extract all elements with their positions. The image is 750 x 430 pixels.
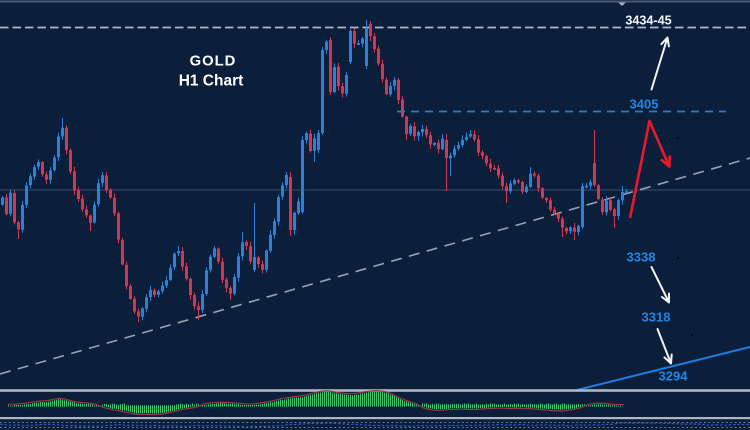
svg-text:GOLD: GOLD xyxy=(190,54,237,70)
svg-text:3434-45: 3434-45 xyxy=(625,14,671,28)
svg-text:3318: 3318 xyxy=(642,310,671,325)
svg-text:3405: 3405 xyxy=(630,97,659,112)
svg-text:H1 Chart: H1 Chart xyxy=(179,73,244,90)
svg-text:3338: 3338 xyxy=(627,250,656,265)
svg-text:3294: 3294 xyxy=(659,369,689,384)
